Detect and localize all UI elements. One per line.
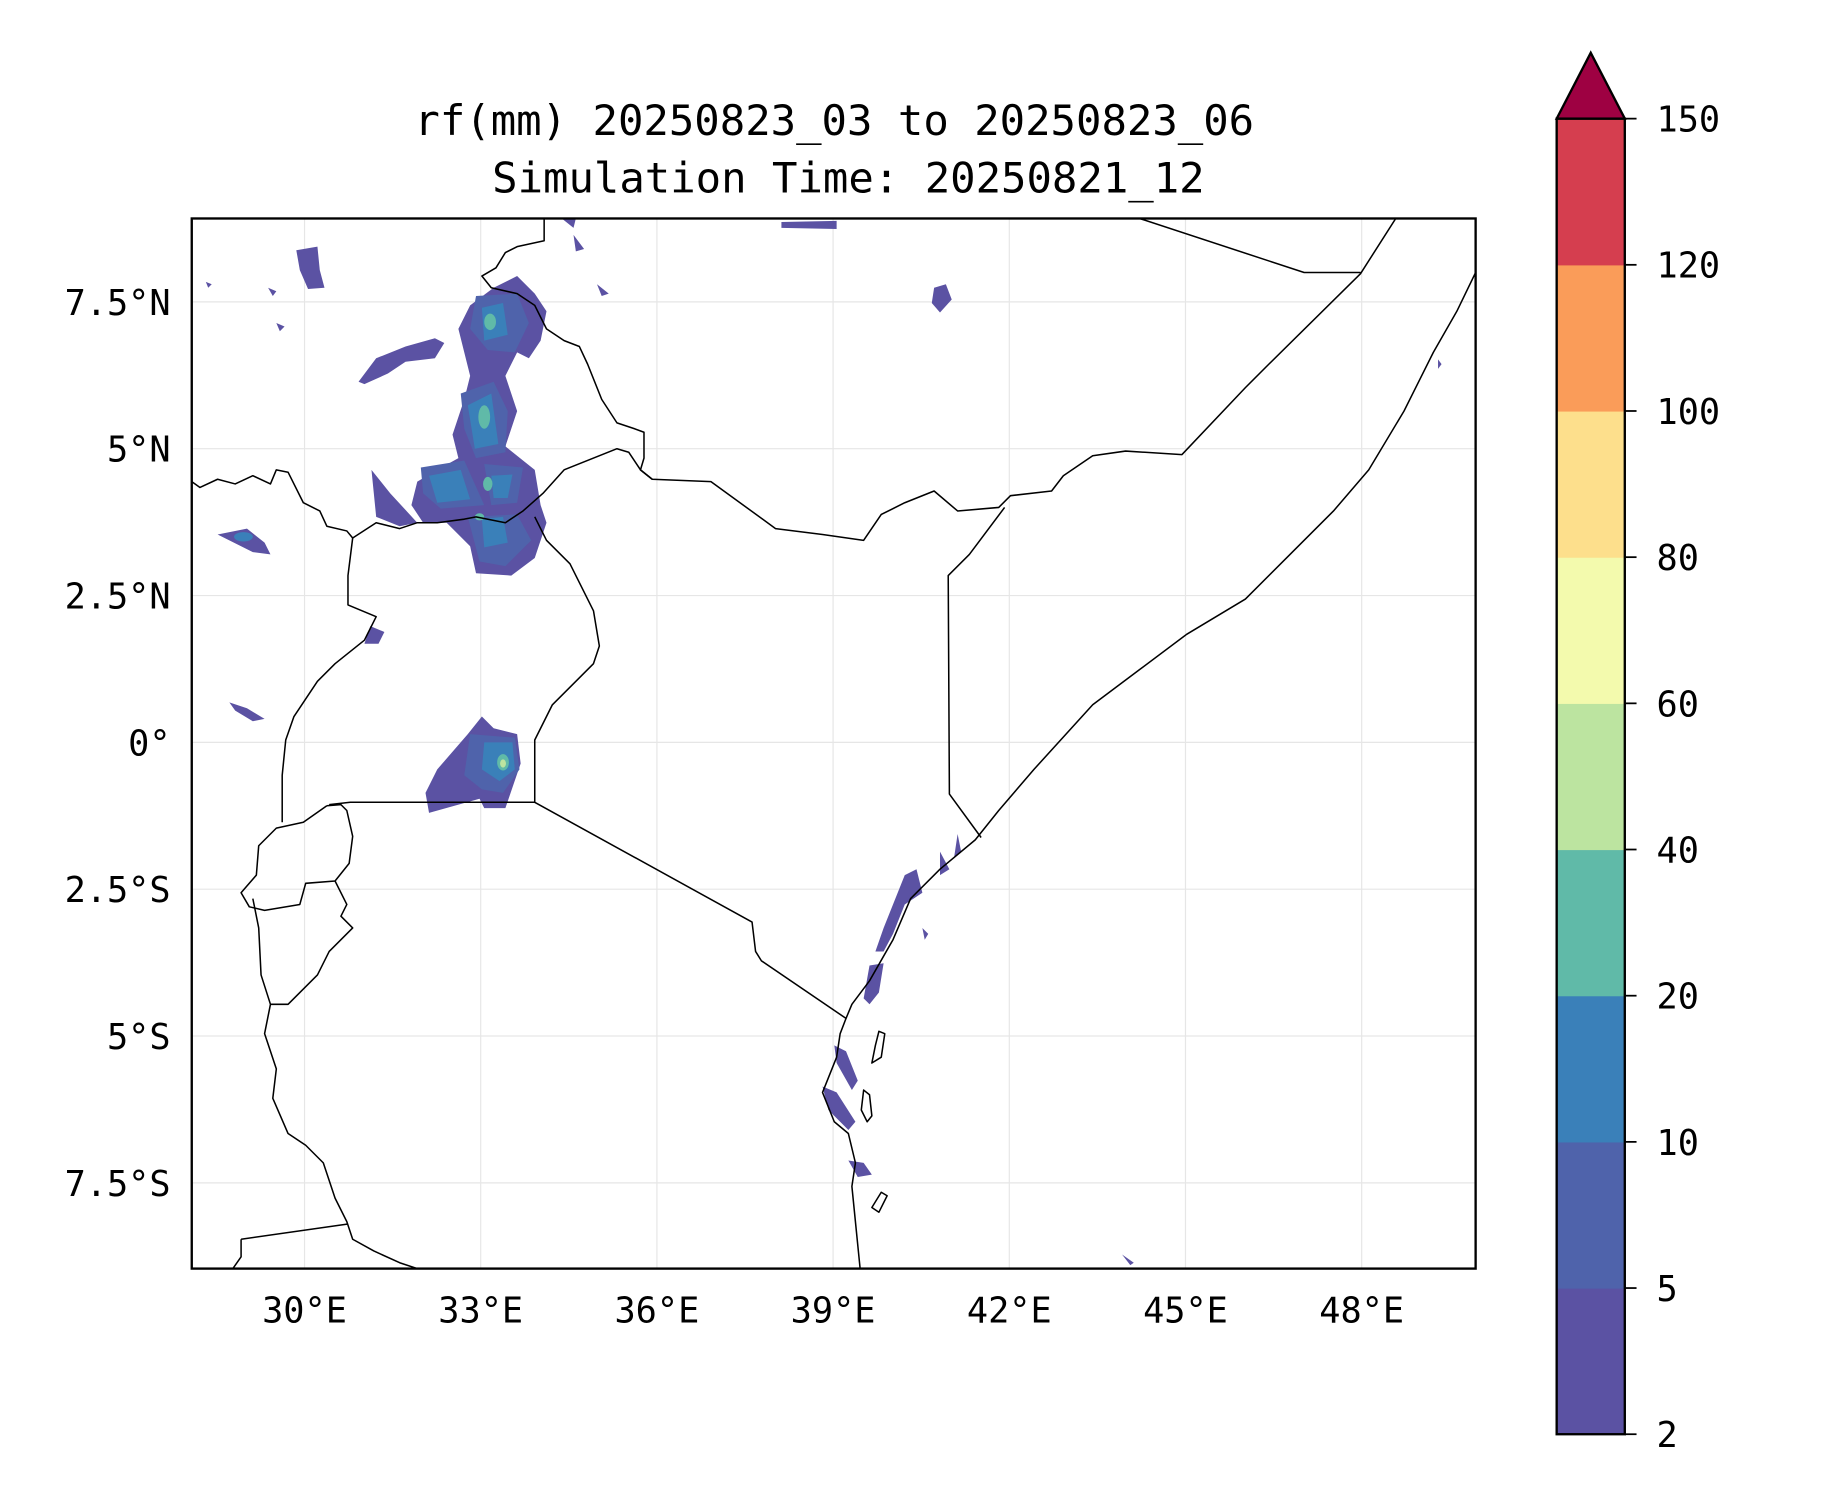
colorbar-tick-label: 2 xyxy=(1657,1415,1678,1456)
colorbar-tick-label: 10 xyxy=(1657,1123,1699,1164)
colorbar-tick-label: 40 xyxy=(1657,830,1699,871)
colorbar-tick-label: 120 xyxy=(1657,246,1721,287)
colorbar-segment xyxy=(1556,410,1625,558)
latitude-tick-labels: 7.5°N 5°N 2.5°N 0° 2.5°S 5°S 7.5°S xyxy=(65,283,171,1205)
island-mafia xyxy=(871,1191,888,1213)
colorbar-tick-label: 80 xyxy=(1657,538,1699,579)
lat-tick-label: 2.5°S xyxy=(65,870,171,911)
title-line-1: rf(mm) 20250823_03 to 20250823_06 xyxy=(414,96,1254,145)
rain-peak xyxy=(478,405,491,429)
rainfall-contours xyxy=(205,218,1442,1266)
lat-tick-label: 0° xyxy=(128,723,170,764)
lat-tick-label: 2.5°N xyxy=(65,576,171,617)
rain-area-core xyxy=(429,303,513,548)
lon-tick-label: 33°E xyxy=(438,1291,523,1332)
island-zanzibar xyxy=(860,1089,873,1123)
colorbar-tick-label: 150 xyxy=(1657,100,1721,141)
rain-area xyxy=(205,218,952,722)
map-frame xyxy=(190,217,1477,1270)
map-axes: 30°E 33°E 36°E 39°E 42°E 45°E 48°E 7.5°N 5°N 2.5… xyxy=(65,217,1477,1332)
rain-peak xyxy=(483,476,493,491)
colorbar-segment xyxy=(1556,118,1625,266)
lat-tick-label: 7.5°N xyxy=(65,283,171,324)
lon-tick-label: 36°E xyxy=(614,1291,699,1332)
colorbar-tick-label: 5 xyxy=(1657,1269,1678,1310)
gridlines xyxy=(191,218,1476,1269)
rain-area-coast xyxy=(822,359,1442,1266)
lon-tick-label: 45°E xyxy=(1143,1291,1228,1332)
rain-core xyxy=(234,532,253,542)
title-line-2: Simulation Time: 20250821_12 xyxy=(492,154,1205,203)
lon-tick-label: 39°E xyxy=(791,1291,876,1332)
island-pemba xyxy=(871,1030,886,1064)
colorbar-tick-label: 60 xyxy=(1657,684,1699,725)
lon-tick-label: 48°E xyxy=(1319,1291,1404,1332)
colorbar-segment xyxy=(1556,995,1625,1143)
colorbar-segment xyxy=(1556,849,1625,997)
rain-peak xyxy=(500,759,506,768)
lat-tick-label: 7.5°S xyxy=(65,1164,171,1205)
colorbar-segment xyxy=(1556,1141,1625,1289)
coastlines-and-borders xyxy=(191,218,1476,1269)
colorbar-segment xyxy=(1556,557,1625,704)
lat-tick-label: 5°S xyxy=(107,1017,171,1058)
lat-tick-label: 5°N xyxy=(107,430,171,471)
colorbar-segment xyxy=(1556,264,1625,412)
longitude-tick-labels: 30°E 33°E 36°E 39°E 42°E 45°E 48°E xyxy=(262,1291,1404,1332)
colorbar-tick-label: 100 xyxy=(1657,392,1721,433)
lon-tick-label: 42°E xyxy=(967,1291,1052,1332)
colorbar-extend-arrow xyxy=(1554,50,1627,120)
colorbar-frame xyxy=(1555,117,1626,1436)
colorbar: 2 5 10 20 40 60 80 100 120 150 xyxy=(1554,50,1721,1456)
lon-tick-label: 30°E xyxy=(262,1291,347,1332)
rain-peak xyxy=(484,313,496,331)
colorbar-segment xyxy=(1556,703,1625,851)
colorbar-tick-label: 20 xyxy=(1657,977,1699,1018)
colorbar-segment xyxy=(1556,1288,1625,1435)
